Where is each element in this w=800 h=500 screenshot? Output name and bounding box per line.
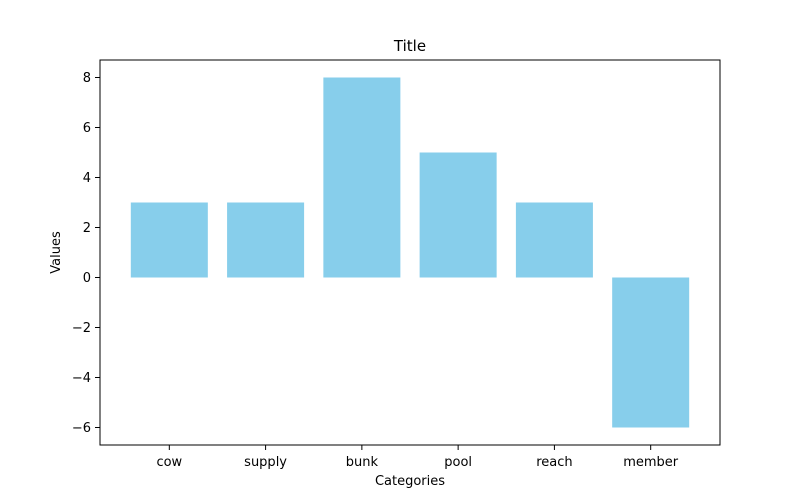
bars-group bbox=[130, 77, 690, 428]
y-tick-label: −2 bbox=[72, 321, 91, 336]
bar-pool bbox=[419, 152, 497, 278]
y-tick-label: −4 bbox=[72, 371, 91, 386]
y-tick-label: 4 bbox=[83, 171, 91, 186]
y-axis-ticks: −6 −4 −2 0 2 4 6 8 bbox=[72, 71, 100, 436]
bar-supply bbox=[227, 202, 305, 278]
x-axis-title: Categories bbox=[375, 474, 445, 489]
y-tick-label: −6 bbox=[72, 421, 91, 436]
plot-area-frame bbox=[99, 59, 721, 446]
bar-reach bbox=[515, 202, 593, 278]
x-tick-label-member: member bbox=[623, 455, 679, 470]
x-axis-ticks: cow supply bunk pool reach member bbox=[156, 445, 679, 470]
y-tick-label: 2 bbox=[83, 221, 91, 236]
y-axis-title: Values bbox=[49, 231, 64, 274]
x-tick-label-cow: cow bbox=[156, 455, 182, 470]
y-tick-label: 8 bbox=[83, 71, 91, 86]
x-tick-label-pool: pool bbox=[444, 455, 472, 470]
x-tick-label-reach: reach bbox=[536, 455, 572, 470]
y-tick-label: 6 bbox=[83, 121, 91, 136]
bar-member bbox=[612, 277, 690, 428]
y-tick-label: 0 bbox=[83, 271, 91, 286]
x-tick-label-supply: supply bbox=[244, 455, 287, 470]
chart-title: Title bbox=[393, 37, 426, 55]
x-tick-label-bunk: bunk bbox=[346, 455, 379, 470]
bar-cow bbox=[130, 202, 208, 278]
bar-bunk bbox=[323, 77, 401, 278]
